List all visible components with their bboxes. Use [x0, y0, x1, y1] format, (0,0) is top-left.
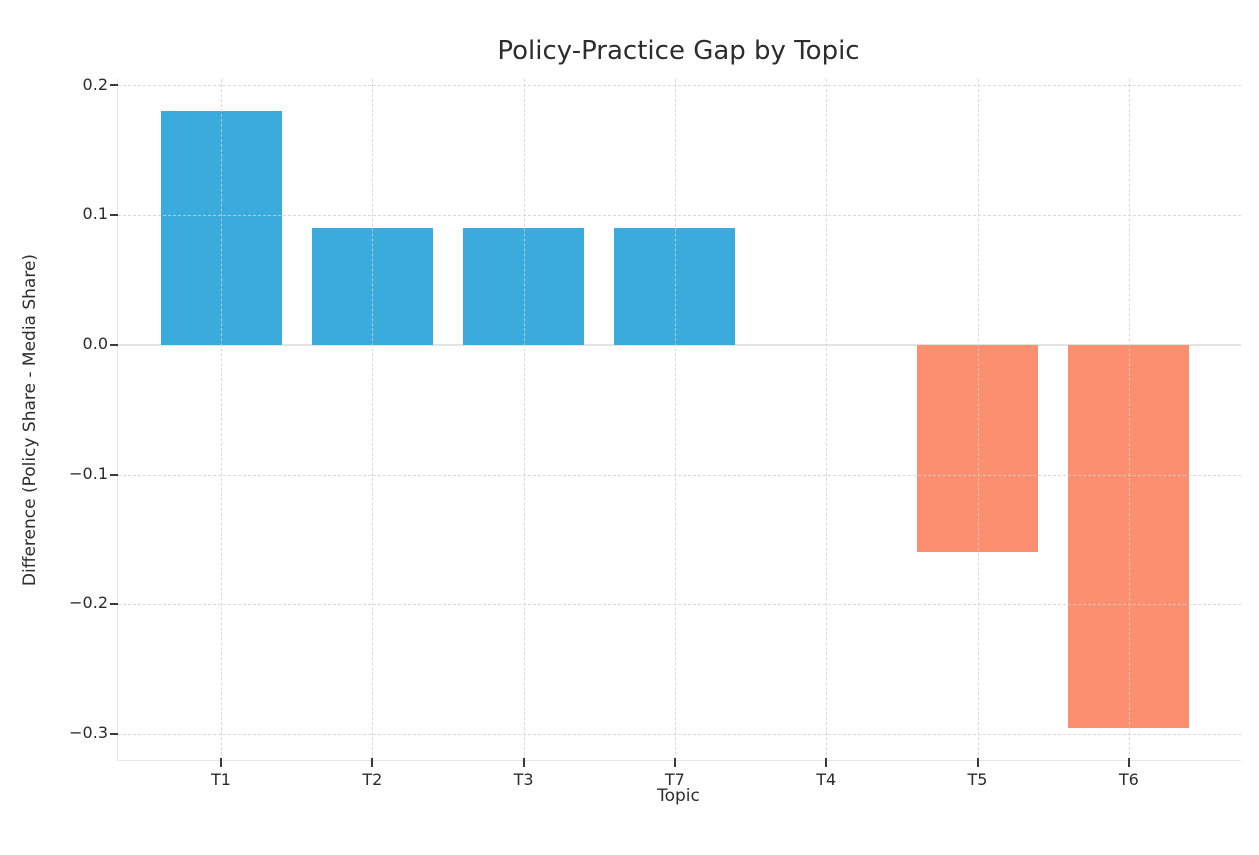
- x-tick-label-T1: T1: [211, 770, 231, 789]
- bar-T3: [463, 228, 585, 345]
- x-tick-label-T7: T7: [664, 770, 685, 789]
- v-gridline: [372, 79, 374, 760]
- bar-T6: [1068, 344, 1190, 728]
- x-tick-label-T2: T2: [362, 770, 383, 789]
- y-tick-mark: [110, 733, 118, 736]
- y-tick-label: −0.1: [69, 463, 108, 483]
- bar-T1: [160, 111, 282, 345]
- bar-T7: [614, 228, 736, 345]
- plot-area: 0.2 0.1 0.0 −0.1 −0.2 −0.3 T1 T2 T3 T7 T4 T5 T6: [69, 75, 1241, 789]
- v-gridline: [674, 79, 676, 760]
- y-tick-label: 0.1: [82, 204, 108, 224]
- y-tick-mark: [110, 603, 118, 606]
- y-tick-mark: [110, 473, 118, 476]
- x-tick-mark: [371, 758, 374, 767]
- x-tick-label-T4: T4: [816, 770, 837, 789]
- y-tick-mark: [110, 343, 118, 346]
- x-tick-mark: [1127, 758, 1130, 767]
- v-gridline: [826, 79, 828, 760]
- x-tick-mark: [673, 758, 676, 767]
- h-gridline: [118, 85, 1241, 87]
- v-gridline: [523, 79, 525, 760]
- x-tick-mark: [522, 758, 525, 767]
- y-tick-mark: [110, 214, 118, 217]
- x-tick-label-T5: T5: [967, 770, 988, 789]
- bar-T2: [311, 228, 433, 345]
- y-tick-mark: [110, 84, 118, 87]
- h-gridline: [118, 734, 1241, 736]
- chart-title: Policy-Practice Gap by Topic: [497, 36, 860, 66]
- y-axis-label: Difference (Policy Share - Media Share): [20, 253, 40, 587]
- x-tick-label-T6: T6: [1118, 770, 1139, 789]
- y-tick-label: −0.2: [69, 593, 108, 613]
- x-tick-mark: [825, 758, 828, 767]
- x-axis-label: Topic: [657, 786, 700, 806]
- x-tick-mark: [976, 758, 979, 767]
- x-tick-label-T3: T3: [513, 770, 534, 789]
- y-tick-label: −0.3: [69, 723, 108, 743]
- h-gridline: [118, 215, 1241, 217]
- bar-T5: [917, 344, 1038, 553]
- x-tick-mark: [220, 758, 222, 767]
- y-tick-label: 0.0: [82, 333, 108, 353]
- y-tick-label: 0.2: [82, 74, 108, 94]
